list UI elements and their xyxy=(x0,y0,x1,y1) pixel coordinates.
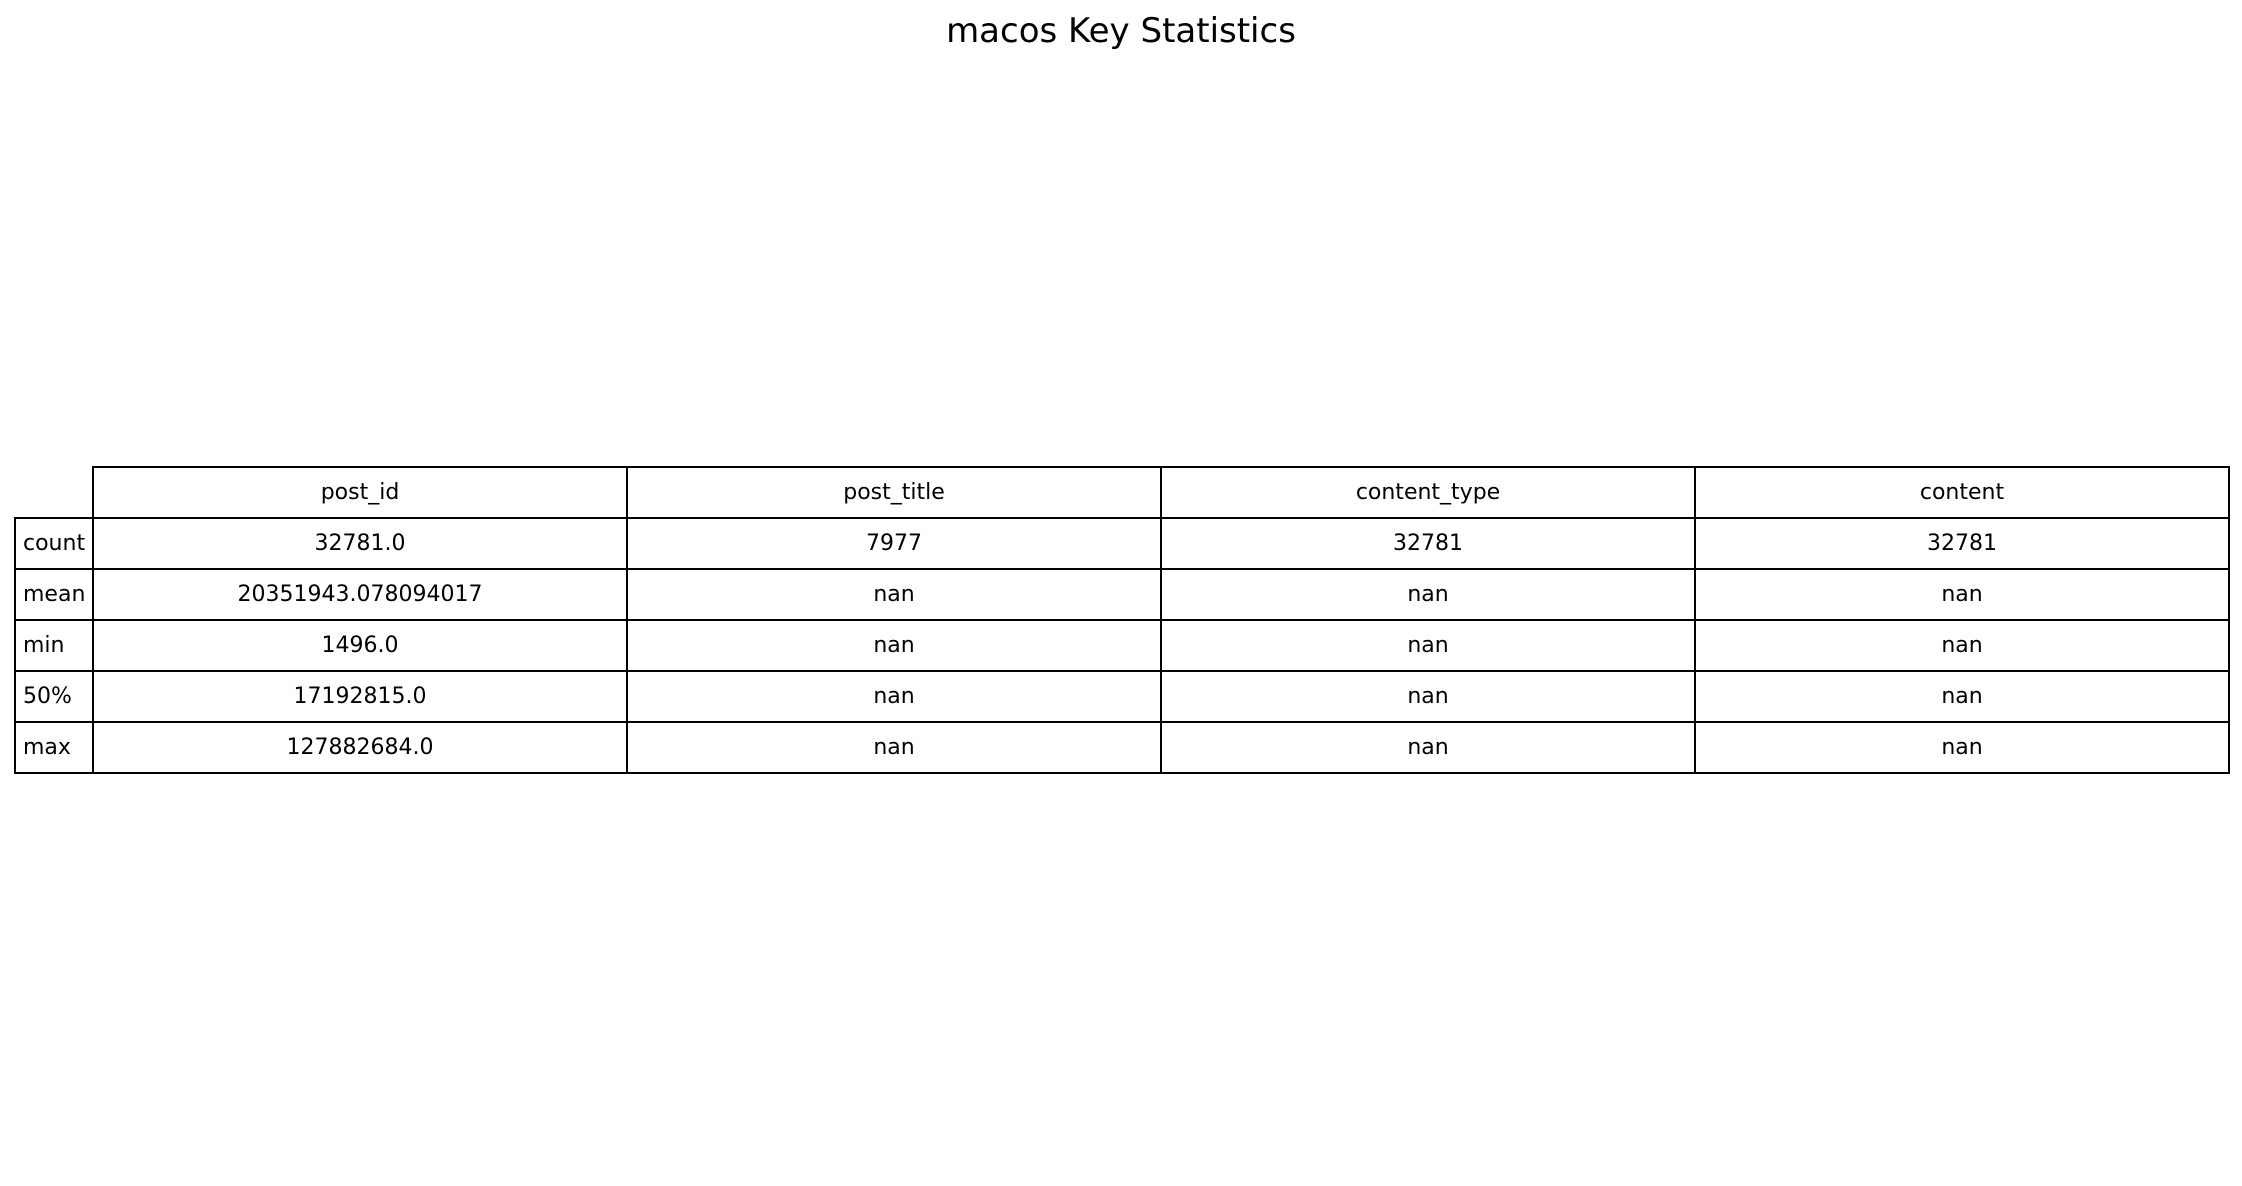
statistics-table: post_id post_title content_type content … xyxy=(14,466,2230,774)
table-row: count 32781.0 7977 32781 32781 xyxy=(14,517,2230,570)
row-label: min xyxy=(14,619,94,672)
column-header: post_title xyxy=(626,466,1162,519)
chart-title: macos Key Statistics xyxy=(946,11,1296,51)
row-label: mean xyxy=(14,568,94,621)
table-cell: 127882684.0 xyxy=(92,721,628,774)
table-cell: nan xyxy=(1160,721,1696,774)
table-cell: nan xyxy=(1694,619,2230,672)
table-cell: nan xyxy=(1694,721,2230,774)
table-cell: nan xyxy=(1694,568,2230,621)
table-row: max 127882684.0 nan nan nan xyxy=(14,721,2230,774)
table-row: 50% 17192815.0 nan nan nan xyxy=(14,670,2230,723)
column-header: content xyxy=(1694,466,2230,519)
table-cell: nan xyxy=(1160,568,1696,621)
table-cell: nan xyxy=(626,721,1162,774)
table-cell: 20351943.078094017 xyxy=(92,568,628,621)
row-label: 50% xyxy=(14,670,94,723)
table-row: mean 20351943.078094017 nan nan nan xyxy=(14,568,2230,621)
table-cell: 17192815.0 xyxy=(92,670,628,723)
row-label: count xyxy=(14,517,94,570)
table-cell: 32781 xyxy=(1694,517,2230,570)
table-cell: 32781 xyxy=(1160,517,1696,570)
table-cell: nan xyxy=(626,670,1162,723)
column-header: post_id xyxy=(92,466,628,519)
table-row: min 1496.0 nan nan nan xyxy=(14,619,2230,672)
corner-cell xyxy=(15,467,93,518)
table-cell: nan xyxy=(1160,619,1696,672)
table-cell: 1496.0 xyxy=(92,619,628,672)
table-cell: nan xyxy=(626,568,1162,621)
table-cell: nan xyxy=(1694,670,2230,723)
header-row: post_id post_title content_type content xyxy=(15,466,2230,519)
column-header: content_type xyxy=(1160,466,1696,519)
table-cell: nan xyxy=(1160,670,1696,723)
table-cell: nan xyxy=(626,619,1162,672)
table-cell: 7977 xyxy=(626,517,1162,570)
row-label: max xyxy=(14,721,94,774)
table-cell: 32781.0 xyxy=(92,517,628,570)
